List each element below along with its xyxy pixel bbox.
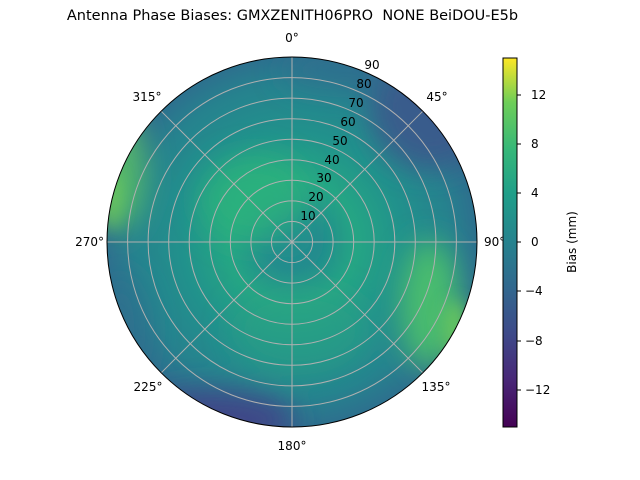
svg-text:−12: −12	[525, 383, 550, 397]
chart-title: Antenna Phase Biases: GMXZENITH06PRO NON…	[66, 8, 519, 24]
svg-text:30: 30	[316, 171, 331, 185]
colorbar: 12 8 4 0 −4 −8 −12 Bias (mm)	[502, 57, 579, 428]
svg-text:90: 90	[364, 58, 379, 72]
angular-tick-labels: 0° 45° 90° 135° 180° 225° 270° 315°	[75, 31, 505, 453]
colorbar-label: Bias (mm)	[565, 211, 579, 273]
svg-text:12: 12	[531, 88, 546, 102]
svg-text:90°: 90°	[484, 235, 505, 249]
polar-frame	[106, 56, 478, 428]
svg-text:40: 40	[324, 153, 339, 167]
svg-text:10: 10	[300, 209, 315, 223]
svg-text:8: 8	[531, 137, 539, 151]
svg-text:180°: 180°	[278, 439, 307, 453]
svg-text:225°: 225°	[134, 380, 163, 394]
svg-text:−8: −8	[525, 334, 543, 348]
svg-text:4: 4	[531, 186, 539, 200]
svg-text:20: 20	[308, 190, 323, 204]
svg-text:0°: 0°	[285, 31, 299, 45]
svg-text:50: 50	[332, 134, 347, 148]
svg-text:−4: −4	[525, 284, 543, 298]
svg-text:315°: 315°	[133, 90, 162, 104]
svg-text:0: 0	[531, 235, 539, 249]
polar-grid	[107, 57, 477, 427]
svg-text:135°: 135°	[422, 380, 451, 394]
svg-text:45°: 45°	[426, 90, 447, 104]
radial-tick-labels: 10 20 30 40 50 60 70 80 90	[300, 58, 379, 223]
svg-text:60: 60	[340, 115, 355, 129]
svg-text:270°: 270°	[75, 235, 104, 249]
svg-text:80: 80	[356, 77, 371, 91]
svg-text:70: 70	[348, 96, 363, 110]
